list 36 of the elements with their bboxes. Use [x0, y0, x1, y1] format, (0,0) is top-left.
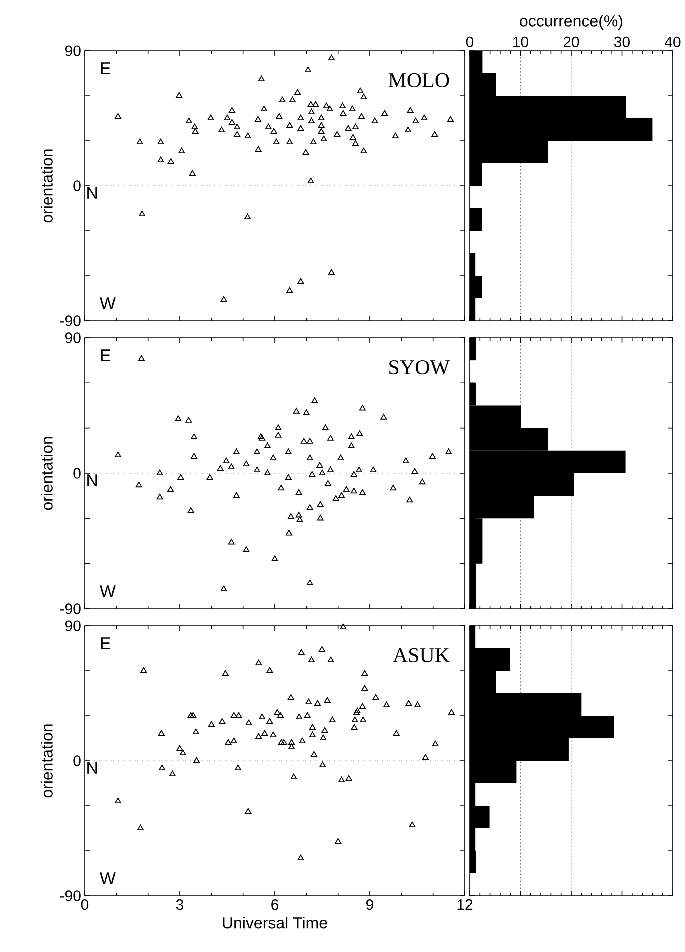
annotation: E [102, 350, 111, 362]
y-tick-label: 90 [66, 620, 82, 632]
y-tick-label: 90 [66, 46, 82, 56]
y-tick-label: 0 [74, 468, 82, 479]
y-axis-title: orientation [41, 437, 54, 510]
text: SYOW [390, 360, 450, 375]
annotation: W [100, 872, 116, 884]
x-tick-label: 40 [665, 36, 681, 48]
x-tick-label: 6 [272, 900, 279, 910]
y-tick-label: 90 [66, 332, 82, 344]
y-tick-label: 0 [74, 180, 82, 192]
annotation: E [102, 638, 111, 650]
x-tick-label: 10 [514, 36, 529, 48]
x-tick-label: 0 [82, 900, 89, 910]
y-axis-title: orientation [41, 724, 54, 798]
annotation: W [100, 298, 116, 310]
ref-line-label: N [88, 762, 98, 774]
x-tick-label: 12 [458, 900, 473, 910]
annotation: W [100, 586, 116, 598]
x-axis-title: Universal Time [223, 917, 328, 929]
y-tick-label: -90 [60, 604, 82, 614]
x-tick-label: 3 [176, 900, 184, 910]
x-tick-label: 30 [614, 36, 630, 48]
x-tick-label: 20 [564, 36, 580, 48]
ref-line-label: N [88, 474, 98, 486]
y-tick-label: 0 [74, 756, 82, 766]
annotation: E [102, 62, 111, 74]
x-tick-label: 0 [466, 36, 474, 48]
y-tick-label: -90 [60, 890, 82, 902]
y-tick-label: -90 [60, 316, 82, 326]
text: MOLO [389, 73, 450, 88]
x-tick-label: 9 [366, 900, 374, 910]
x-axis-title: occurrence(%) [520, 15, 623, 30]
ref-line-label: N [88, 187, 98, 199]
text: ASUK [393, 648, 450, 663]
y-axis-title: orientation [41, 150, 54, 223]
